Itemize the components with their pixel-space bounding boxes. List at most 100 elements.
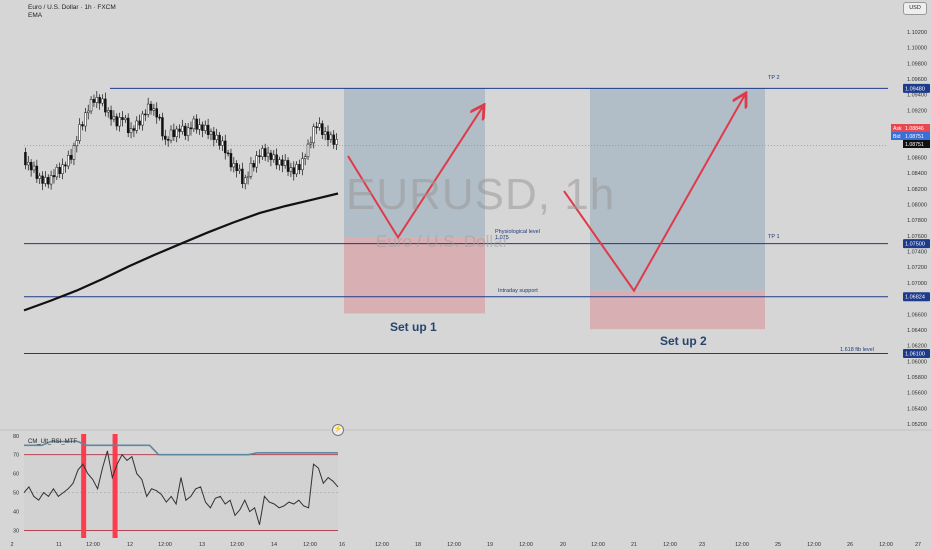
candle-body: [32, 165, 36, 171]
candle-body: [41, 175, 44, 184]
candle-body: [52, 175, 56, 178]
price-tick-label: 1.10200: [907, 30, 927, 36]
candle-body: [172, 129, 176, 137]
candle-body: [301, 158, 304, 171]
price-tick-label: 1.07800: [907, 218, 927, 224]
price-tick-label: 1.06000: [907, 359, 927, 365]
candle-body: [235, 163, 238, 171]
price-tick-label: 1.07600: [907, 234, 927, 240]
candle-body: [206, 124, 210, 135]
candle-body: [275, 154, 278, 166]
loss-zone-1: [344, 237, 485, 314]
candle-body: [238, 168, 241, 171]
rsi-signal-bar: [112, 434, 118, 538]
candle-body: [101, 98, 104, 104]
candle-body: [335, 139, 338, 145]
annotation-physiological: Physiological level: [495, 229, 540, 235]
time-tick-label: 12:00: [519, 542, 533, 548]
price-tick-label: 1.08200: [907, 187, 927, 193]
candle-body: [326, 131, 330, 140]
candle-body: [204, 124, 207, 131]
setup-1-arrow: [347, 106, 483, 240]
price-tick-label: 1.05400: [907, 406, 927, 412]
candle-body: [243, 177, 247, 185]
candle-body: [118, 117, 121, 127]
time-tick-label: 13: [199, 542, 205, 548]
level-price-text: 1.09480: [905, 86, 925, 92]
level-price-tag: [903, 239, 930, 249]
rsi-tick-label: 70: [13, 453, 19, 459]
horizontal-levels: [24, 87, 888, 354]
time-tick-label: 14: [271, 542, 277, 548]
candle-body: [109, 110, 113, 120]
candle-body: [24, 152, 27, 166]
lightning-icon[interactable]: ⚡: [332, 424, 344, 436]
rsi-line: [23, 450, 339, 525]
price-tick-label: 1.06600: [907, 312, 927, 318]
setup-1-label: Set up 1: [390, 320, 437, 334]
candle-body: [64, 164, 67, 167]
candle-body: [124, 117, 127, 121]
candle-body: [92, 99, 96, 103]
bid-price: 1.08751: [905, 134, 924, 140]
level-price-text: 1.07500: [905, 242, 925, 248]
price-tick-label: 1.06400: [907, 328, 927, 334]
candle-body: [223, 140, 227, 154]
time-tick-label: 12:00: [735, 542, 749, 548]
last-price-text: 1.08751: [905, 142, 924, 148]
candle-body: [332, 134, 335, 145]
candle-body: [241, 168, 244, 185]
candle-body: [323, 131, 327, 135]
time-tick-label: 12:00: [86, 542, 100, 548]
time-tick-label: 20: [560, 542, 566, 548]
currency-button[interactable]: USD: [903, 2, 927, 15]
rsi-tick-label: 80: [13, 434, 19, 440]
candle-body: [47, 177, 50, 185]
candle-body: [72, 145, 76, 160]
price-axis[interactable]: 1.10200 1.10000 1.09800 1.09600 1.09400 1.092…: [889, 0, 932, 550]
candle-body: [226, 152, 230, 155]
candle-body: [221, 140, 224, 146]
candle-body: [263, 148, 267, 157]
time-tick-label: 18: [415, 542, 421, 548]
candle-body: [286, 160, 290, 172]
time-tick-label: 12:00: [158, 542, 172, 548]
time-axis[interactable]: 2 11 12:00 12 12:00 13 12:00 14 12:00 16 12:00 18 12…: [10, 542, 921, 548]
price-tick-label: 1.10000: [907, 46, 927, 52]
candle-body: [132, 128, 136, 131]
candle-body: [141, 113, 144, 126]
candle-body: [229, 153, 233, 168]
candle-body: [38, 175, 41, 179]
price-tick-label: 1.05800: [907, 375, 927, 381]
candle-body: [258, 155, 261, 158]
rsi-tick-label: 60: [13, 472, 19, 478]
last-price-tag: [903, 140, 930, 148]
setup-2-label: Set up 2: [660, 334, 707, 348]
level-price-tag: [903, 83, 930, 93]
candle-body: [329, 134, 333, 140]
candle-body: [158, 116, 161, 119]
arrow-layer: [347, 95, 745, 293]
time-tick-label: 12:00: [303, 542, 317, 548]
candle-body: [198, 124, 201, 130]
candle-body: [49, 175, 53, 185]
candle-body: [84, 112, 87, 127]
time-tick-label: 23: [699, 542, 705, 548]
candle-body: [86, 110, 90, 113]
candle-body: [155, 108, 158, 118]
candle-body: [149, 103, 153, 111]
candle-body: [269, 152, 273, 160]
level-price-tag: [903, 292, 930, 302]
time-tick-label: 25: [775, 542, 781, 548]
candle-body: [283, 160, 287, 166]
rsi-signal-bar: [81, 434, 87, 538]
candle-body: [29, 162, 33, 171]
price-tick-label: 1.07000: [907, 281, 927, 287]
price-tick-label: 1.08400: [907, 171, 927, 177]
annotation-physiological-value: 1.075: [495, 235, 509, 241]
candle-body: [129, 128, 133, 134]
price-tick-label: 1.06200: [907, 344, 927, 350]
time-tick-label: 21: [631, 542, 637, 548]
candle-body: [306, 143, 310, 158]
